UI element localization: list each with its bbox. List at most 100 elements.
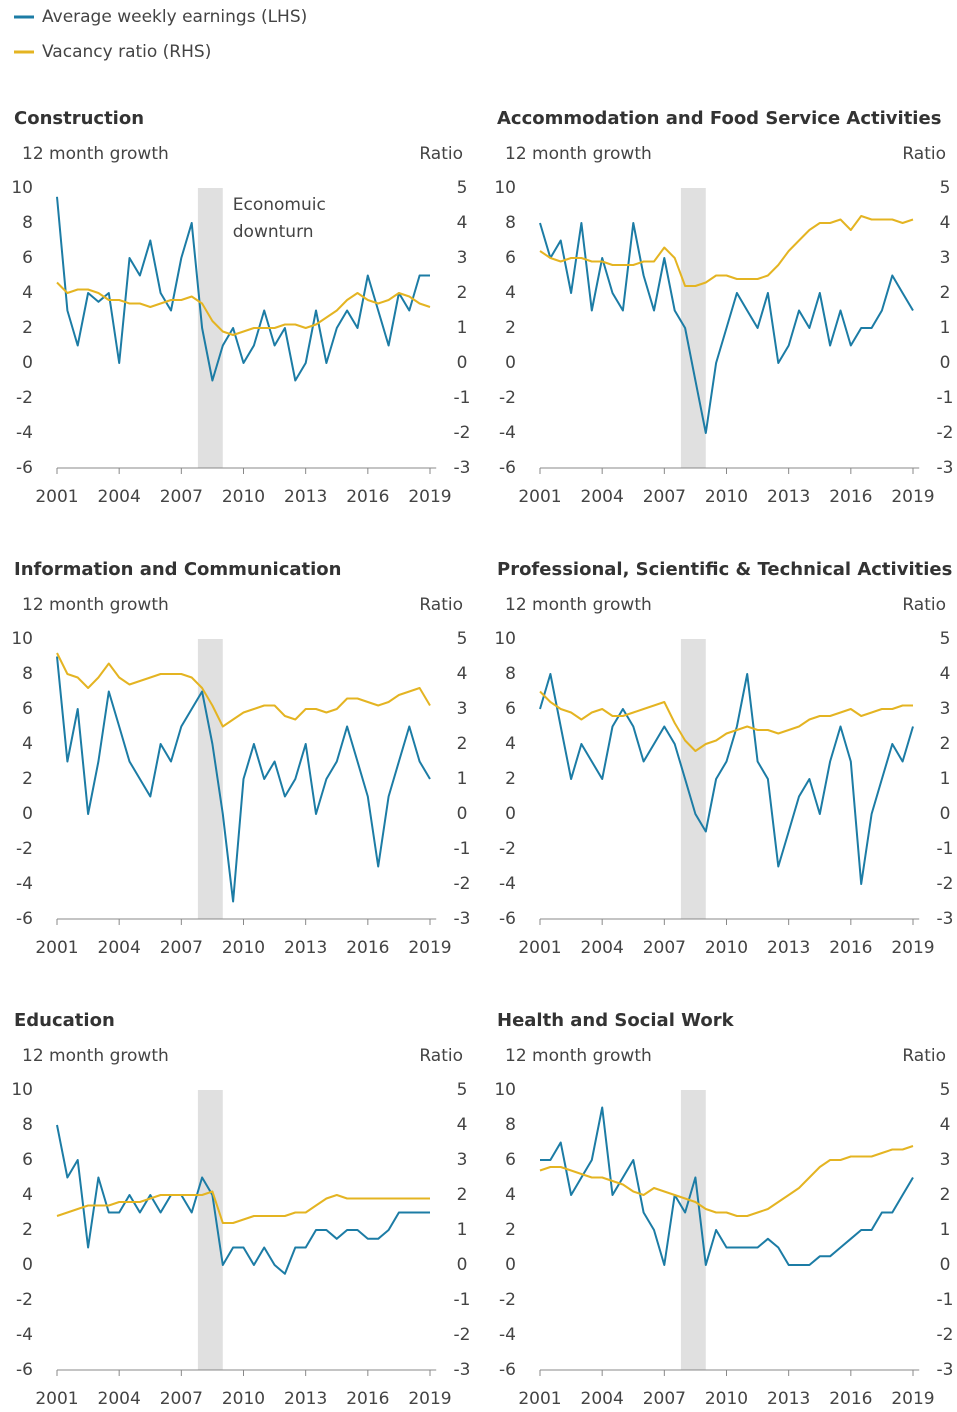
y-tick-label: 8 (22, 1115, 33, 1135)
y-tick-label: 2 (505, 1220, 516, 1240)
y2-tick-label: -3 (454, 909, 471, 929)
y-tick-label: -4 (16, 1325, 33, 1345)
y2-tick-label: 0 (940, 353, 951, 373)
y2-tick-label: 2 (940, 734, 951, 754)
y-tick-label: 0 (22, 353, 33, 373)
y-tick-label: -6 (16, 458, 33, 478)
x-tick-label: 2001 (35, 1389, 78, 1409)
y-tick-label: 4 (22, 283, 33, 303)
x-tick-label: 2013 (284, 938, 327, 958)
y-tick-label: 4 (505, 1185, 516, 1205)
x-tick-label: 2007 (160, 938, 203, 958)
y-tick-label: -6 (16, 1360, 33, 1380)
y-tick-label: 0 (22, 804, 33, 824)
y-tick-label: 8 (22, 664, 33, 684)
x-tick-label: 2001 (518, 1389, 561, 1409)
y2-tick-label: -2 (937, 874, 954, 894)
y-tick-label: 2 (505, 769, 516, 789)
x-tick-label: 2004 (98, 938, 141, 958)
x-tick-label: 2004 (581, 487, 624, 507)
y-tick-label: -4 (499, 423, 516, 443)
chart-title: Education (14, 1010, 115, 1031)
y2-tick-label: 2 (457, 283, 468, 303)
x-tick-label: 2004 (98, 1389, 141, 1409)
x-tick-label: 2001 (518, 938, 561, 958)
x-tick-label: 2016 (829, 938, 872, 958)
y-tick-label: 2 (22, 769, 33, 789)
y2-tick-label: -1 (937, 839, 954, 859)
x-tick-label: 2010 (705, 938, 748, 958)
y-tick-label: -2 (16, 388, 33, 408)
y2-tick-label: 4 (940, 213, 951, 233)
y-tick-label: -4 (16, 423, 33, 443)
y2-tick-label: 5 (940, 629, 951, 649)
y-axis-label: 12 month growth (22, 595, 169, 615)
y2-tick-label: -1 (937, 388, 954, 408)
legend-label: Vacancy ratio (RHS) (42, 42, 211, 62)
y-tick-label: 4 (505, 283, 516, 303)
y2-tick-label: -2 (454, 423, 471, 443)
y2-tick-label: 2 (457, 734, 468, 754)
x-tick-label: 2010 (222, 938, 265, 958)
y2-tick-label: 1 (457, 769, 468, 789)
y2-tick-label: 5 (940, 1080, 951, 1100)
y2-tick-label: 0 (457, 1255, 468, 1275)
series-line (56, 652, 431, 728)
downturn-shade (197, 1090, 223, 1370)
y2-tick-label: -1 (454, 1290, 471, 1310)
y2-tick-label: 3 (940, 1150, 951, 1170)
y2-tick-label: 2 (940, 283, 951, 303)
series-line (539, 690, 913, 752)
y2-tick-label: 4 (940, 664, 951, 684)
y-tick-label: -6 (16, 909, 33, 929)
y2-axis-label: Ratio (902, 1046, 946, 1066)
y-tick-label: 10 (11, 1080, 33, 1100)
y2-tick-label: 1 (940, 769, 951, 789)
y-tick-label: 4 (22, 734, 33, 754)
y2-tick-label: 4 (940, 1115, 951, 1135)
y-tick-label: 10 (494, 629, 516, 649)
y2-tick-label: 1 (457, 318, 468, 338)
annotation: Economuic (233, 195, 326, 215)
y2-tick-label: 3 (940, 248, 951, 268)
y-tick-label: 0 (505, 804, 516, 824)
y-tick-label: 8 (505, 1115, 516, 1135)
legend-label: Average weekly earnings (LHS) (42, 7, 307, 27)
y-axis-label: 12 month growth (22, 1046, 169, 1066)
y2-tick-label: 5 (940, 178, 951, 198)
chart-title: Health and Social Work (497, 1010, 735, 1031)
y-axis-label: 12 month growth (22, 144, 169, 164)
y2-tick-label: 3 (940, 699, 951, 719)
series-line (56, 281, 431, 336)
x-tick-label: 2016 (346, 938, 389, 958)
y2-axis-label: Ratio (419, 144, 463, 164)
series-line (540, 1106, 914, 1266)
y-tick-label: -4 (499, 874, 516, 894)
y2-tick-label: -1 (454, 388, 471, 408)
series-line (56, 656, 431, 903)
y2-tick-label: -3 (454, 458, 471, 478)
y-tick-label: 8 (22, 213, 33, 233)
y2-tick-label: 3 (457, 248, 468, 268)
y-tick-label: 10 (494, 178, 516, 198)
y-axis-label: 12 month growth (505, 595, 652, 615)
y2-tick-label: 3 (457, 699, 468, 719)
y-tick-label: 0 (505, 353, 516, 373)
y-tick-label: 8 (505, 664, 516, 684)
x-tick-label: 2007 (643, 938, 686, 958)
x-tick-label: 2004 (581, 1389, 624, 1409)
y-tick-label: -2 (499, 1290, 516, 1310)
x-tick-label: 2007 (160, 487, 203, 507)
series-line (539, 222, 914, 434)
x-tick-label: 2001 (35, 938, 78, 958)
y-tick-label: 8 (505, 213, 516, 233)
chart-title: Accommodation and Food Service Activitie… (497, 108, 941, 129)
y2-tick-label: 4 (457, 664, 468, 684)
y2-tick-label: 1 (457, 1220, 468, 1240)
y2-tick-label: -3 (937, 458, 954, 478)
x-tick-label: 2019 (891, 1389, 934, 1409)
y-tick-label: -6 (499, 909, 516, 929)
y2-tick-label: 2 (940, 1185, 951, 1205)
y2-tick-label: 5 (457, 1080, 468, 1100)
